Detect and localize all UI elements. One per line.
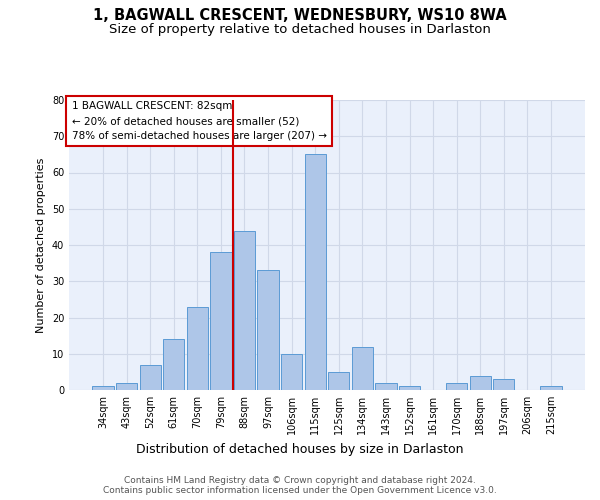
Bar bbox=[211, 252, 232, 390]
Bar bbox=[352, 346, 373, 390]
Bar bbox=[163, 339, 184, 390]
Bar bbox=[399, 386, 420, 390]
Bar bbox=[493, 379, 514, 390]
Bar bbox=[187, 306, 208, 390]
Bar bbox=[281, 354, 302, 390]
Text: Contains HM Land Registry data © Crown copyright and database right 2024.
Contai: Contains HM Land Registry data © Crown c… bbox=[103, 476, 497, 495]
Text: Distribution of detached houses by size in Darlaston: Distribution of detached houses by size … bbox=[136, 442, 464, 456]
Bar bbox=[328, 372, 349, 390]
Bar bbox=[234, 230, 255, 390]
Bar bbox=[376, 383, 397, 390]
Bar bbox=[116, 383, 137, 390]
Bar bbox=[541, 386, 562, 390]
Bar bbox=[140, 364, 161, 390]
Text: 1, BAGWALL CRESCENT, WEDNESBURY, WS10 8WA: 1, BAGWALL CRESCENT, WEDNESBURY, WS10 8W… bbox=[93, 8, 507, 22]
Bar bbox=[92, 386, 113, 390]
Bar bbox=[257, 270, 278, 390]
Bar bbox=[446, 383, 467, 390]
Text: 1 BAGWALL CRESCENT: 82sqm
← 20% of detached houses are smaller (52)
78% of semi-: 1 BAGWALL CRESCENT: 82sqm ← 20% of detac… bbox=[71, 102, 326, 141]
Y-axis label: Number of detached properties: Number of detached properties bbox=[36, 158, 46, 332]
Text: Size of property relative to detached houses in Darlaston: Size of property relative to detached ho… bbox=[109, 22, 491, 36]
Bar bbox=[470, 376, 491, 390]
Bar bbox=[305, 154, 326, 390]
